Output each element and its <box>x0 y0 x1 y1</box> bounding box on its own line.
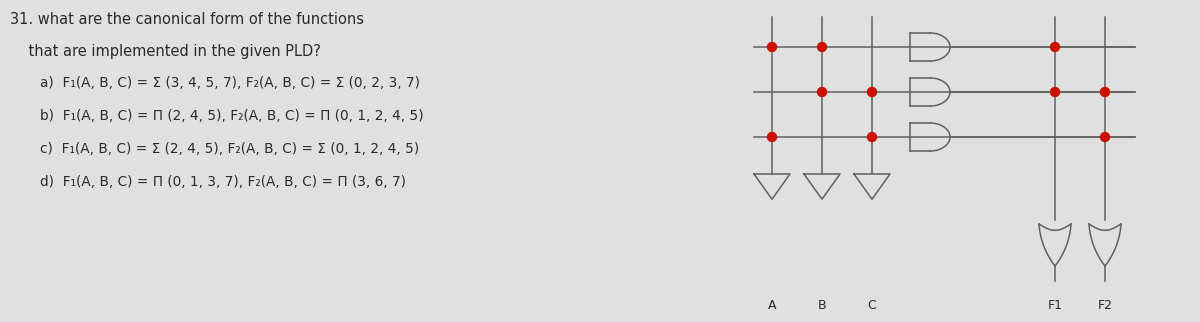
Circle shape <box>868 132 876 141</box>
Text: C: C <box>868 299 876 312</box>
Text: F1: F1 <box>1048 299 1062 312</box>
Circle shape <box>817 43 827 52</box>
Circle shape <box>1100 88 1110 97</box>
Circle shape <box>768 43 776 52</box>
Text: that are implemented in the given PLD?: that are implemented in the given PLD? <box>10 44 320 59</box>
Circle shape <box>1050 43 1060 52</box>
Text: A: A <box>768 299 776 312</box>
Text: a)  F₁(A, B, C) = Σ (3, 4, 5, 7), F₂(A, B, C) = Σ (0, 2, 3, 7): a) F₁(A, B, C) = Σ (3, 4, 5, 7), F₂(A, B… <box>40 76 420 90</box>
Text: d)  F₁(A, B, C) = Π (0, 1, 3, 7), F₂(A, B, C) = Π (3, 6, 7): d) F₁(A, B, C) = Π (0, 1, 3, 7), F₂(A, B… <box>40 175 406 189</box>
Text: 31. what are the canonical form of the functions: 31. what are the canonical form of the f… <box>10 12 364 27</box>
Text: F2: F2 <box>1098 299 1112 312</box>
Text: c)  F₁(A, B, C) = Σ (2, 4, 5), F₂(A, B, C) = Σ (0, 1, 2, 4, 5): c) F₁(A, B, C) = Σ (2, 4, 5), F₂(A, B, C… <box>40 142 419 156</box>
Circle shape <box>1050 88 1060 97</box>
Circle shape <box>768 132 776 141</box>
Circle shape <box>868 88 876 97</box>
Circle shape <box>1100 132 1110 141</box>
Text: b)  F₁(A, B, C) = Π (2, 4, 5), F₂(A, B, C) = Π (0, 1, 2, 4, 5): b) F₁(A, B, C) = Π (2, 4, 5), F₂(A, B, C… <box>40 109 424 123</box>
Text: B: B <box>817 299 827 312</box>
Circle shape <box>817 88 827 97</box>
